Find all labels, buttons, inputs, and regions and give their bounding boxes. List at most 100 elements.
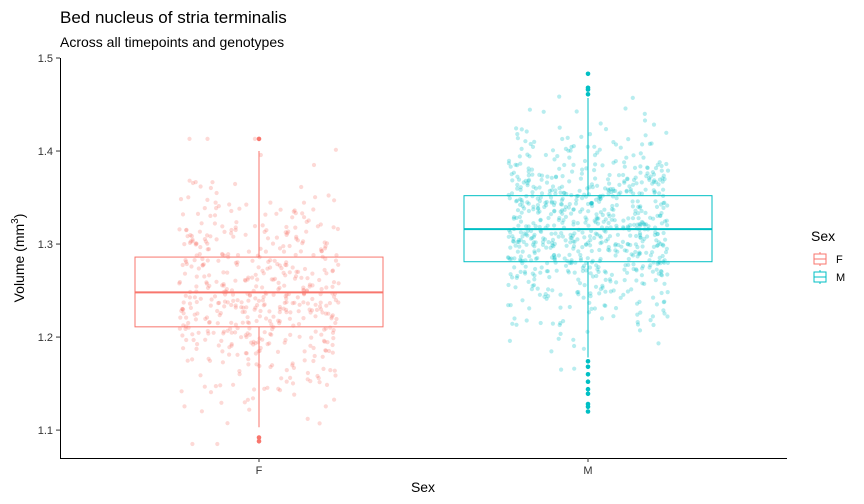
jitter-point [522,231,527,236]
jitter-point [552,223,557,228]
jitter-point [198,373,203,378]
jitter-point [251,342,256,347]
jitter-point [594,215,599,220]
jitter-point [552,157,557,162]
jitter-point [628,242,633,248]
jitter-point [544,199,549,205]
jitter-point [525,200,530,205]
x-tick-label: M [583,465,592,477]
jitter-point [509,172,514,177]
jitter-point [609,272,615,277]
jitter-point [518,202,523,207]
jitter-point [660,176,665,181]
jitter-point [239,335,244,340]
y-tick-label: 1.4 [38,146,53,158]
jitter-point [653,199,658,204]
jitter-point [599,240,604,245]
jitter-point [301,287,306,293]
jitter-point [662,281,667,286]
jitter-point [537,199,542,204]
jitter-point [276,318,281,323]
jitter-point [607,277,613,282]
jitter-point [607,234,613,239]
jitter-point [288,332,293,337]
jitter-point [606,211,611,217]
jitter-point [207,358,213,363]
jitter-point [633,175,638,180]
jitter-point [616,191,621,197]
jitter-point [200,262,205,268]
jitter-point [317,277,322,283]
jitter-point [594,212,599,217]
jitter-point [286,229,291,234]
jitter-point [316,376,321,381]
jitter-point [590,203,595,209]
jitter-point [530,144,536,149]
jitter-point [657,177,663,182]
jitter-point [307,284,312,289]
jitter-point [181,346,186,351]
jitter-point [568,232,573,237]
jitter-point [568,236,573,241]
jitter-point [247,293,252,298]
jitter-point [638,310,643,315]
jitter-point [227,345,232,350]
jitter-point [662,177,667,182]
jitter-point [644,174,649,179]
jitter-point [265,342,270,347]
jitter-point [583,242,589,247]
jitter-point [220,283,225,288]
jitter-point [553,175,559,180]
jitter-point [537,172,542,177]
jitter-point [625,289,631,294]
jitter-point [253,305,258,310]
jitter-point [650,269,656,274]
jitter-point [637,250,642,255]
jitter-point [597,147,602,152]
jitter-point [533,266,538,272]
jitter-point [284,224,289,230]
jitter-point [177,326,182,331]
jitter-point [307,307,312,312]
y-axis-label: Volume (mm3) [10,214,27,303]
jitter-point [281,306,286,311]
jitter-point [665,203,670,208]
jitter-point [549,200,554,205]
jitter-point [531,234,537,239]
jitter-point [661,243,666,248]
jitter-point [296,269,301,274]
jitter-point [326,348,332,354]
outlier-point-m [585,386,591,392]
jitter-point [613,306,619,311]
jitter-point [661,201,666,206]
jitter-point [589,182,595,187]
jitter-point [631,253,636,258]
jitter-point [229,342,234,347]
jitter-point [636,211,641,216]
jitter-point [656,341,661,346]
jitter-point [512,256,517,261]
jitter-point [293,252,298,258]
jitter-point [514,126,519,131]
jitter-point [233,330,238,335]
jitter-point [544,180,550,185]
jitter-point [533,224,538,229]
jitter-point [319,332,324,337]
jitter-point [318,300,323,305]
jitter-point [278,207,283,212]
y-tick-label: 1.1 [38,425,53,437]
jitter-point [578,209,583,214]
jitter-point [571,162,576,167]
jitter-point [244,305,249,310]
jitter-point [598,121,603,126]
jitter-point [229,320,234,325]
jitter-point [633,208,638,213]
jitter-point [560,136,565,142]
jitter-point [330,330,336,335]
jitter-point [610,194,616,199]
jitter-point [507,338,512,343]
jitter-point [533,256,539,261]
jitter-point [665,290,670,295]
jitter-point [635,312,640,317]
jitter-point [546,215,551,221]
